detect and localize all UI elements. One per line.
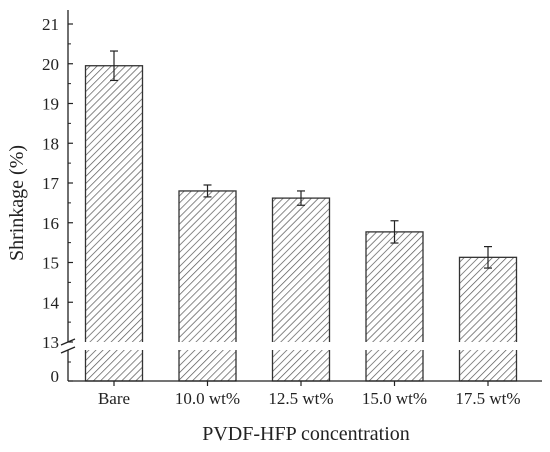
- y-tick-label: 14: [42, 293, 60, 312]
- x-tick-label: 17.5 wt%: [455, 389, 520, 408]
- x-tick-label: 12.5 wt%: [268, 389, 333, 408]
- axis-break-mark: [60, 346, 76, 354]
- x-tick-label: 15.0 wt%: [362, 389, 427, 408]
- x-axis-title: PVDF-HFP concentration: [202, 423, 410, 445]
- y-tick-label: 17: [42, 174, 60, 193]
- axes-layer: [60, 10, 543, 382]
- error-bar-4: [390, 220, 399, 244]
- error-bar-5: [484, 246, 492, 269]
- y-tick-label: 16: [42, 214, 59, 233]
- error-bar-3: [297, 190, 305, 206]
- y-tick-label: 19: [42, 95, 59, 114]
- error-bar-1: [110, 50, 118, 82]
- y-tick-label: 20: [42, 55, 59, 74]
- error-bar-2: [203, 184, 212, 198]
- y-tick-label: 13: [42, 333, 59, 352]
- y-tick-label: 0: [51, 367, 60, 386]
- bar-5: [458, 256, 518, 382]
- bars-layer: [84, 50, 518, 382]
- y-tick-label: 21: [42, 15, 59, 34]
- x-tick-label: 10.0 wt%: [175, 389, 240, 408]
- y-tick-label: 18: [42, 134, 59, 153]
- axis-break-band: [69, 342, 543, 350]
- bar-3: [271, 197, 331, 382]
- bar-4: [365, 231, 424, 382]
- x-tick-label: Bare: [98, 389, 130, 408]
- ticks-layer: Bare 10.0 wt% 12.5 wt% 15.0 wt% 17.5 wt% 13 14…: [42, 15, 521, 408]
- y-tick-label: 15: [42, 254, 59, 273]
- y-axis-title: Shrinkage (%): [6, 145, 28, 261]
- bar-2: [178, 190, 237, 382]
- bar-1: [84, 65, 144, 382]
